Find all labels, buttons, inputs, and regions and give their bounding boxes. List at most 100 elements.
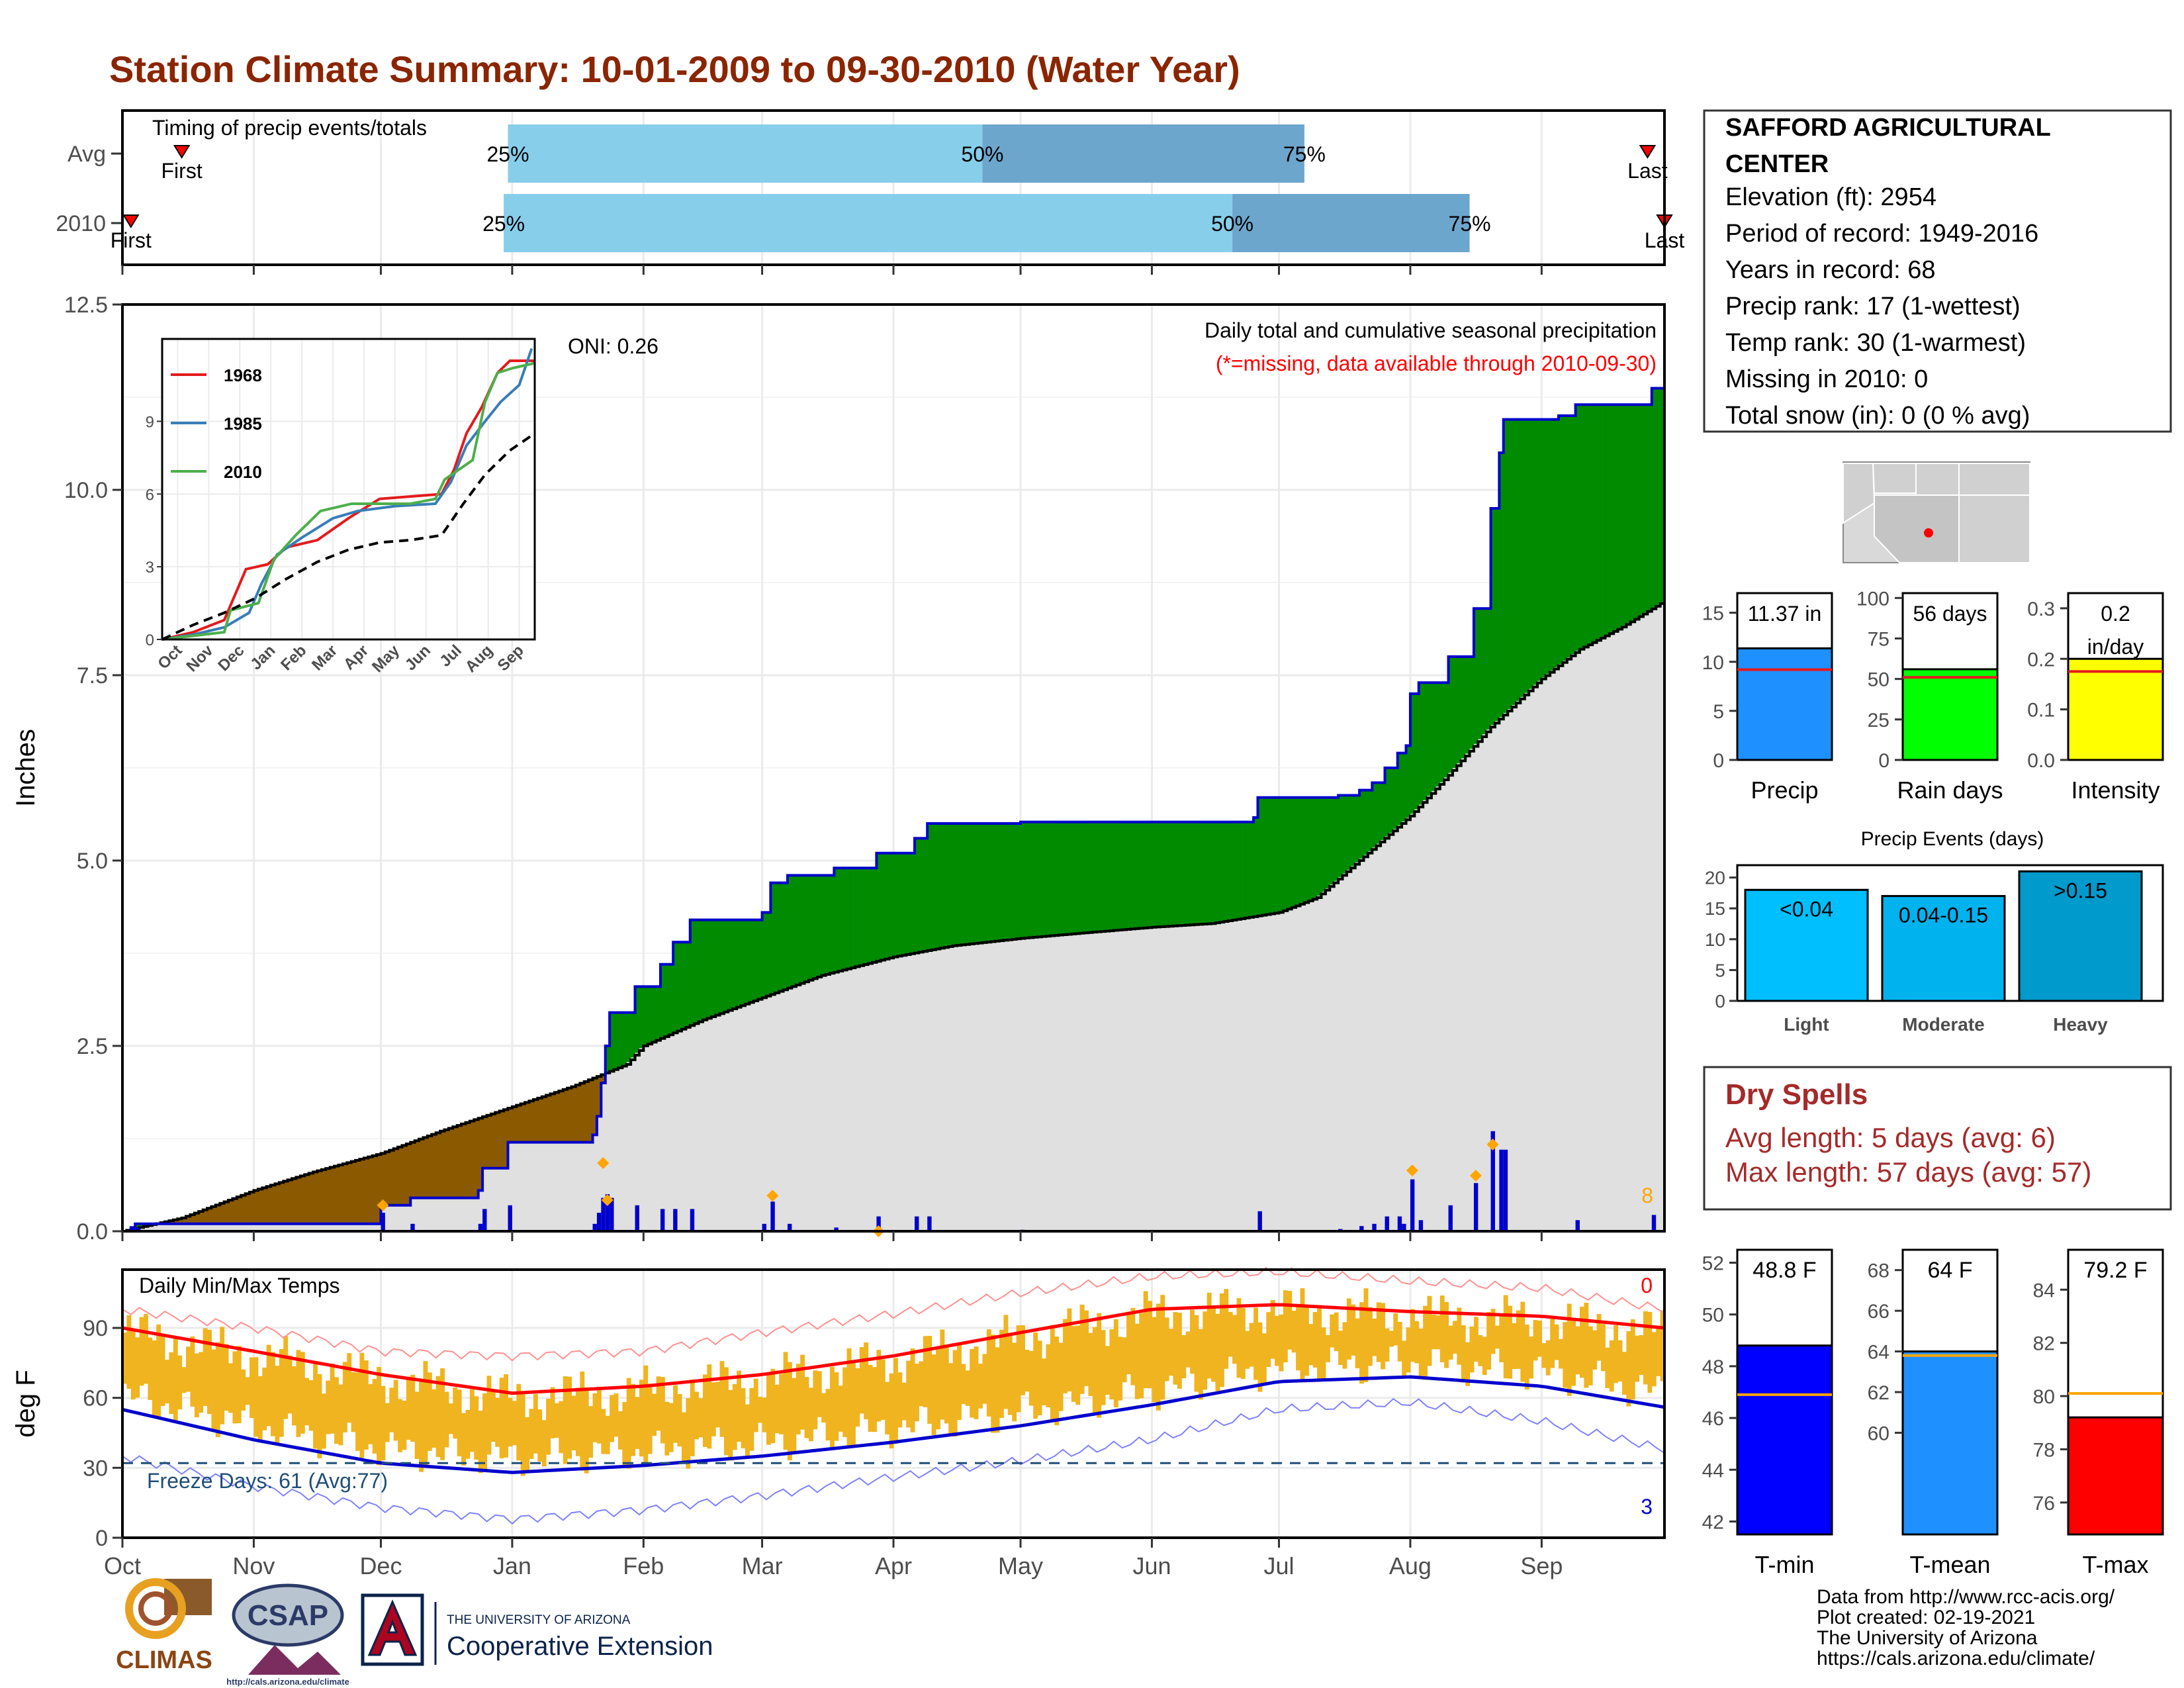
y-tick-label: 0.1 <box>2027 700 2055 722</box>
daily-temp-bar <box>931 1354 936 1435</box>
daily-temp-bar <box>737 1370 742 1442</box>
station-box <box>1703 109 2172 433</box>
daily-temp-bar <box>1605 1347 1610 1388</box>
daily-temp-bar <box>1236 1298 1242 1378</box>
footer-line: https://cals.arizona.edu/climate/ <box>1817 1648 2095 1669</box>
avg-fill <box>872 962 877 1231</box>
diff-fill <box>753 919 758 1000</box>
daily-temp-bar <box>800 1354 805 1430</box>
avg-fill <box>1563 661 1568 1231</box>
inset-y-tick: 0 <box>146 632 154 649</box>
avg-fill <box>1427 796 1432 1231</box>
diff-fill <box>232 1197 238 1224</box>
avg-fill <box>1393 829 1398 1231</box>
avg-fill <box>1376 843 1381 1231</box>
diff-fill <box>1567 416 1572 658</box>
avg-fill <box>631 1057 636 1231</box>
avg-fill <box>1334 880 1339 1231</box>
y-tick-label: 0 <box>1713 750 1724 772</box>
state-utah <box>1915 463 1960 496</box>
daily-temp-bar <box>1372 1318 1377 1356</box>
diff-fill <box>1588 404 1593 644</box>
diff-fill <box>694 919 700 1023</box>
avg-fill <box>516 1142 522 1231</box>
daily-temp-bar <box>1245 1331 1250 1369</box>
daily-temp-bar <box>1253 1307 1258 1380</box>
daily-temp-bar <box>732 1383 737 1450</box>
avg-fill <box>414 1197 420 1231</box>
daily-temp-bar <box>457 1389 462 1456</box>
diff-fill <box>1465 657 1471 754</box>
daily-temp-bar <box>1444 1301 1449 1368</box>
avg-fill <box>1397 825 1402 1231</box>
daily-temp-bar <box>639 1380 644 1457</box>
daily-temp-bar <box>550 1387 555 1438</box>
diff-fill <box>702 919 707 1019</box>
daily-temp-bar <box>194 1353 199 1418</box>
avg-fill <box>207 1223 212 1231</box>
avg-fill <box>1647 610 1653 1231</box>
footer-line: The University of Arizona <box>1817 1627 2038 1649</box>
diff-fill <box>656 986 661 1040</box>
avg-fill <box>186 1223 191 1231</box>
avg-fill <box>846 968 852 1231</box>
daily-temp-bar <box>1105 1346 1110 1395</box>
daily-temp-bar <box>1007 1333 1013 1415</box>
avg-fill <box>512 1142 517 1231</box>
avg-fill <box>906 954 911 1231</box>
daily-temp-bar <box>1457 1307 1462 1365</box>
avg-fill <box>1418 804 1424 1231</box>
diff-fill <box>910 853 915 954</box>
daily-temp-bar <box>1101 1330 1106 1405</box>
station-info-line: Temp rank: 30 (1-warmest) <box>1725 329 2026 357</box>
avg-fill <box>864 964 869 1231</box>
daily-temp-bar <box>1046 1344 1051 1407</box>
daily-temp-bar <box>686 1398 691 1469</box>
daily-precip-bar <box>660 1209 665 1231</box>
diff-fill <box>423 1137 428 1198</box>
diff-fill <box>1643 404 1648 613</box>
avg-fill <box>664 1035 670 1231</box>
avg-fill <box>1473 743 1479 1231</box>
daily-precip-bar <box>410 1223 415 1231</box>
avg-fill <box>1118 929 1123 1231</box>
daily-temp-bar <box>1109 1329 1115 1400</box>
diff-fill <box>813 875 818 978</box>
diff-fill <box>868 868 873 963</box>
avg-fill <box>144 1226 149 1231</box>
avg-fill <box>1058 935 1064 1231</box>
diff-fill <box>220 1202 225 1224</box>
avg-fill <box>1516 700 1521 1231</box>
daily-temp-bar <box>1240 1307 1246 1380</box>
diff-fill <box>228 1199 234 1224</box>
avg-fill <box>626 1062 631 1231</box>
y-tick-label: 10 <box>1702 652 1724 674</box>
daily-precip-bar <box>605 1194 610 1231</box>
daily-temp-bar <box>915 1364 919 1422</box>
avg-fill <box>1385 836 1390 1231</box>
diff-fill <box>1388 768 1394 833</box>
avg-fill <box>652 1041 657 1231</box>
daily-temp-bar <box>520 1394 525 1476</box>
y-tick-label: 7.5 <box>77 663 108 688</box>
diff-fill <box>1359 790 1365 859</box>
y-tick-label: 12.5 <box>64 293 108 318</box>
diff-fill <box>1164 821 1169 927</box>
diff-fill <box>1148 821 1153 928</box>
diff-fill <box>554 1092 559 1143</box>
avg-fill <box>427 1197 432 1231</box>
diff-fill <box>690 919 695 1025</box>
diff-fill <box>1516 419 1521 701</box>
avg-fill <box>601 1083 606 1231</box>
diff-fill <box>1609 404 1614 633</box>
diff-fill <box>419 1138 424 1198</box>
daily-temp-bar <box>1088 1333 1093 1396</box>
daily-temp-bar <box>525 1417 530 1474</box>
daily-temp-bar <box>901 1382 907 1421</box>
avg-min-line <box>122 1375 1665 1474</box>
inset-chart: 1968198520100369OctNovDecJanFebMarAprMay… <box>146 338 536 676</box>
diff-fill <box>825 875 831 974</box>
daily-temp-bar <box>1312 1312 1318 1368</box>
avg-fill <box>1508 709 1513 1231</box>
diff-fill <box>1270 797 1275 914</box>
